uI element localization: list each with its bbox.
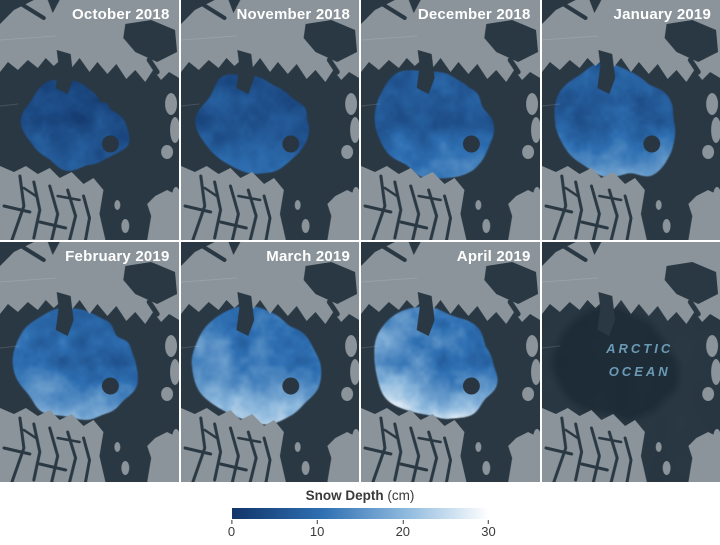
tick-label: 0 — [227, 524, 236, 539]
tick-mark — [402, 520, 404, 524]
tick-mark — [230, 520, 232, 524]
panel-title: March 2019 — [266, 248, 350, 265]
tick-30: 30 — [481, 520, 496, 539]
panel-december-2018: December 2018 — [361, 0, 540, 240]
colorbar-ticks: 0 10 20 30 — [228, 520, 496, 544]
panel-october-2018: October 2018 — [0, 0, 179, 240]
arctic-ocean-label: ARCTIC OCEAN — [606, 337, 673, 384]
legend: Snow Depth (cm) 0 10 20 30 — [0, 482, 720, 545]
map-canvas-november-2018 — [180, 0, 359, 240]
tick-label: 10 — [309, 524, 325, 539]
map-canvas-april-2019 — [361, 242, 540, 482]
panel-title: December 2018 — [417, 6, 531, 23]
panel-title: February 2019 — [65, 248, 170, 265]
map-canvas-march-2019 — [180, 242, 359, 482]
map-canvas-january-2019 — [541, 0, 720, 240]
arctic-ocean-label-line1: ARCTIC — [606, 341, 674, 356]
panel-title: April 2019 — [456, 248, 531, 265]
tick-20: 20 — [396, 520, 410, 539]
colorbar-gradient — [231, 508, 489, 519]
tick-label: 30 — [481, 524, 496, 539]
map-canvas-october-2018 — [0, 0, 179, 240]
panel-arctic-ocean-basemap: ARCTIC OCEAN — [541, 242, 720, 482]
arctic-ocean-label-line2: OCEAN — [608, 364, 671, 380]
panel-title: October 2018 — [72, 6, 170, 23]
tick-mark — [488, 520, 489, 524]
tick-10: 10 — [310, 520, 324, 539]
panel-march-2019: March 2019 — [180, 242, 359, 482]
panel-january-2019: January 2019 — [541, 0, 720, 240]
tick-label: 20 — [395, 524, 411, 539]
panel-title: January 2019 — [613, 6, 711, 23]
panel-november-2018: November 2018 — [180, 0, 359, 240]
panel-title: November 2018 — [236, 6, 350, 23]
panel-april-2019: April 2019 — [361, 242, 540, 482]
map-canvas-february-2019 — [0, 242, 179, 482]
tick-0: 0 — [228, 520, 235, 539]
legend-unit-text: (cm) — [383, 488, 415, 503]
panel-february-2019: February 2019 — [0, 242, 179, 482]
legend-title: Snow Depth (cm) — [0, 488, 720, 503]
map-canvas-basemap — [541, 242, 720, 482]
tick-mark — [316, 520, 318, 524]
legend-title-text: Snow Depth — [305, 488, 384, 503]
map-canvas-december-2018 — [361, 0, 540, 240]
map-grid: October 2018 November 2018 December 2018… — [0, 0, 720, 482]
